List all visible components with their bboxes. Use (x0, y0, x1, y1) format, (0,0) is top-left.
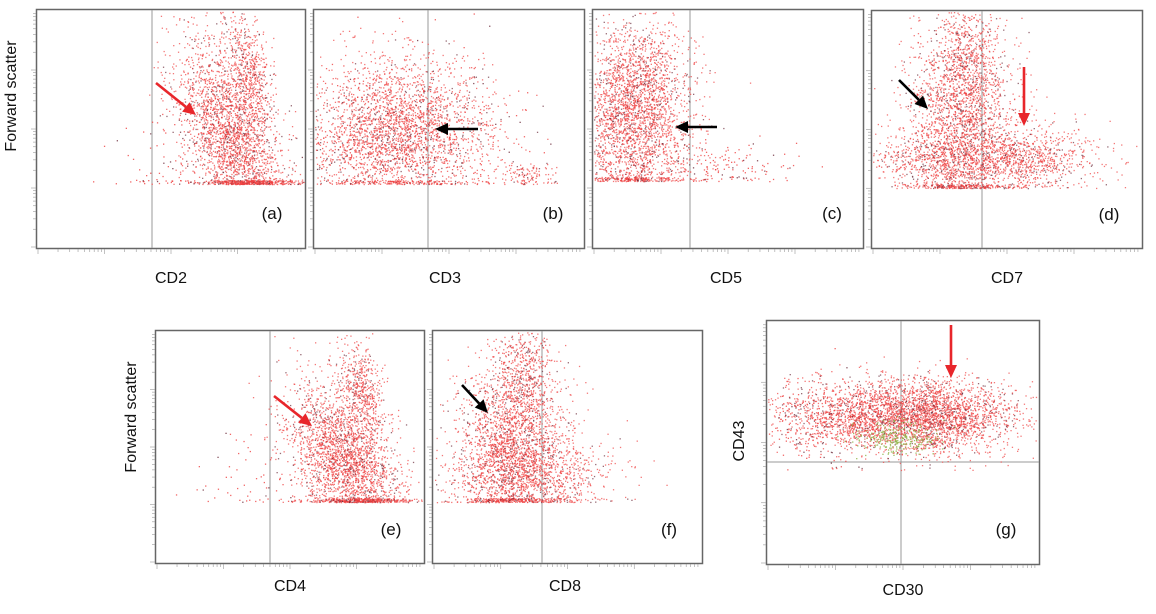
panel-a-dots (93, 11, 305, 186)
panel-g-frame (765, 319, 1041, 566)
panel-e-arrow-1 (273, 394, 312, 426)
panel-d-label: (d) (1099, 205, 1120, 224)
panel-b-label: (b) (543, 204, 564, 223)
panel-b: (b) (308, 8, 586, 254)
x-label-d: CD7 (967, 270, 1047, 288)
panel-a-ticks (31, 13, 302, 254)
y-label-top: Forward scatter (3, 26, 21, 166)
panel-f-arrow-1 (461, 384, 488, 413)
x-label-b: CD3 (405, 270, 485, 288)
panel-c-svg: (c) (587, 8, 865, 254)
panel-f-svg: (f) (427, 329, 704, 569)
panel-f-ticks (427, 334, 699, 569)
panel-c-dots (594, 11, 823, 183)
panel-d-frame (870, 9, 1144, 250)
y-label-bottom: Forward scatter (123, 347, 141, 487)
panel-e-svg: (e) (150, 329, 426, 569)
panel-d-dots (873, 12, 1138, 190)
x-label-f: CD8 (525, 578, 605, 596)
y-label-g: CD43 (731, 411, 749, 471)
panel-c-arrow-1 (675, 121, 717, 133)
panel-g-ticks (761, 324, 1036, 570)
panel-g-arrow-1 (945, 325, 957, 378)
panel-d-ticks (866, 14, 1139, 254)
panel-g: (g) (761, 319, 1041, 570)
panel-a-arrow-1 (155, 81, 196, 115)
x-label-c: CD5 (686, 270, 766, 288)
panel-g-svg: (g) (761, 319, 1041, 570)
panel-d-arrow-1 (898, 79, 928, 109)
panel-a-label: (a) (262, 204, 283, 223)
panel-d-arrow-2 (1018, 67, 1030, 126)
panel-b-svg: (b) (308, 8, 586, 254)
panel-e-dots (175, 333, 423, 504)
panel-g-label: (g) (996, 520, 1017, 539)
panel-b-arrow-1 (435, 123, 478, 135)
x-label-a: CD2 (131, 270, 211, 288)
panel-c-ticks (587, 13, 860, 254)
panel-e: (e) (150, 329, 426, 569)
panel-d-svg: (d) (866, 9, 1144, 254)
panel-f: (f) (427, 329, 704, 569)
panel-e-ticks (150, 334, 421, 569)
x-label-e: CD4 (250, 578, 330, 596)
panel-d: (d) (866, 9, 1144, 254)
panel-b-dots (315, 13, 558, 186)
panel-a-svg: (a) (31, 8, 307, 254)
panel-c-label: (c) (822, 204, 842, 223)
panel-f-label: (f) (661, 520, 677, 539)
panel-b-ticks (308, 13, 581, 254)
panel-c: (c) (587, 8, 865, 254)
panel-e-label: (e) (381, 520, 402, 539)
panel-a: (a) (31, 8, 307, 254)
panel-f-dots (435, 332, 668, 504)
x-label-g: CD30 (863, 582, 943, 600)
panel-g-dots (768, 348, 1038, 472)
